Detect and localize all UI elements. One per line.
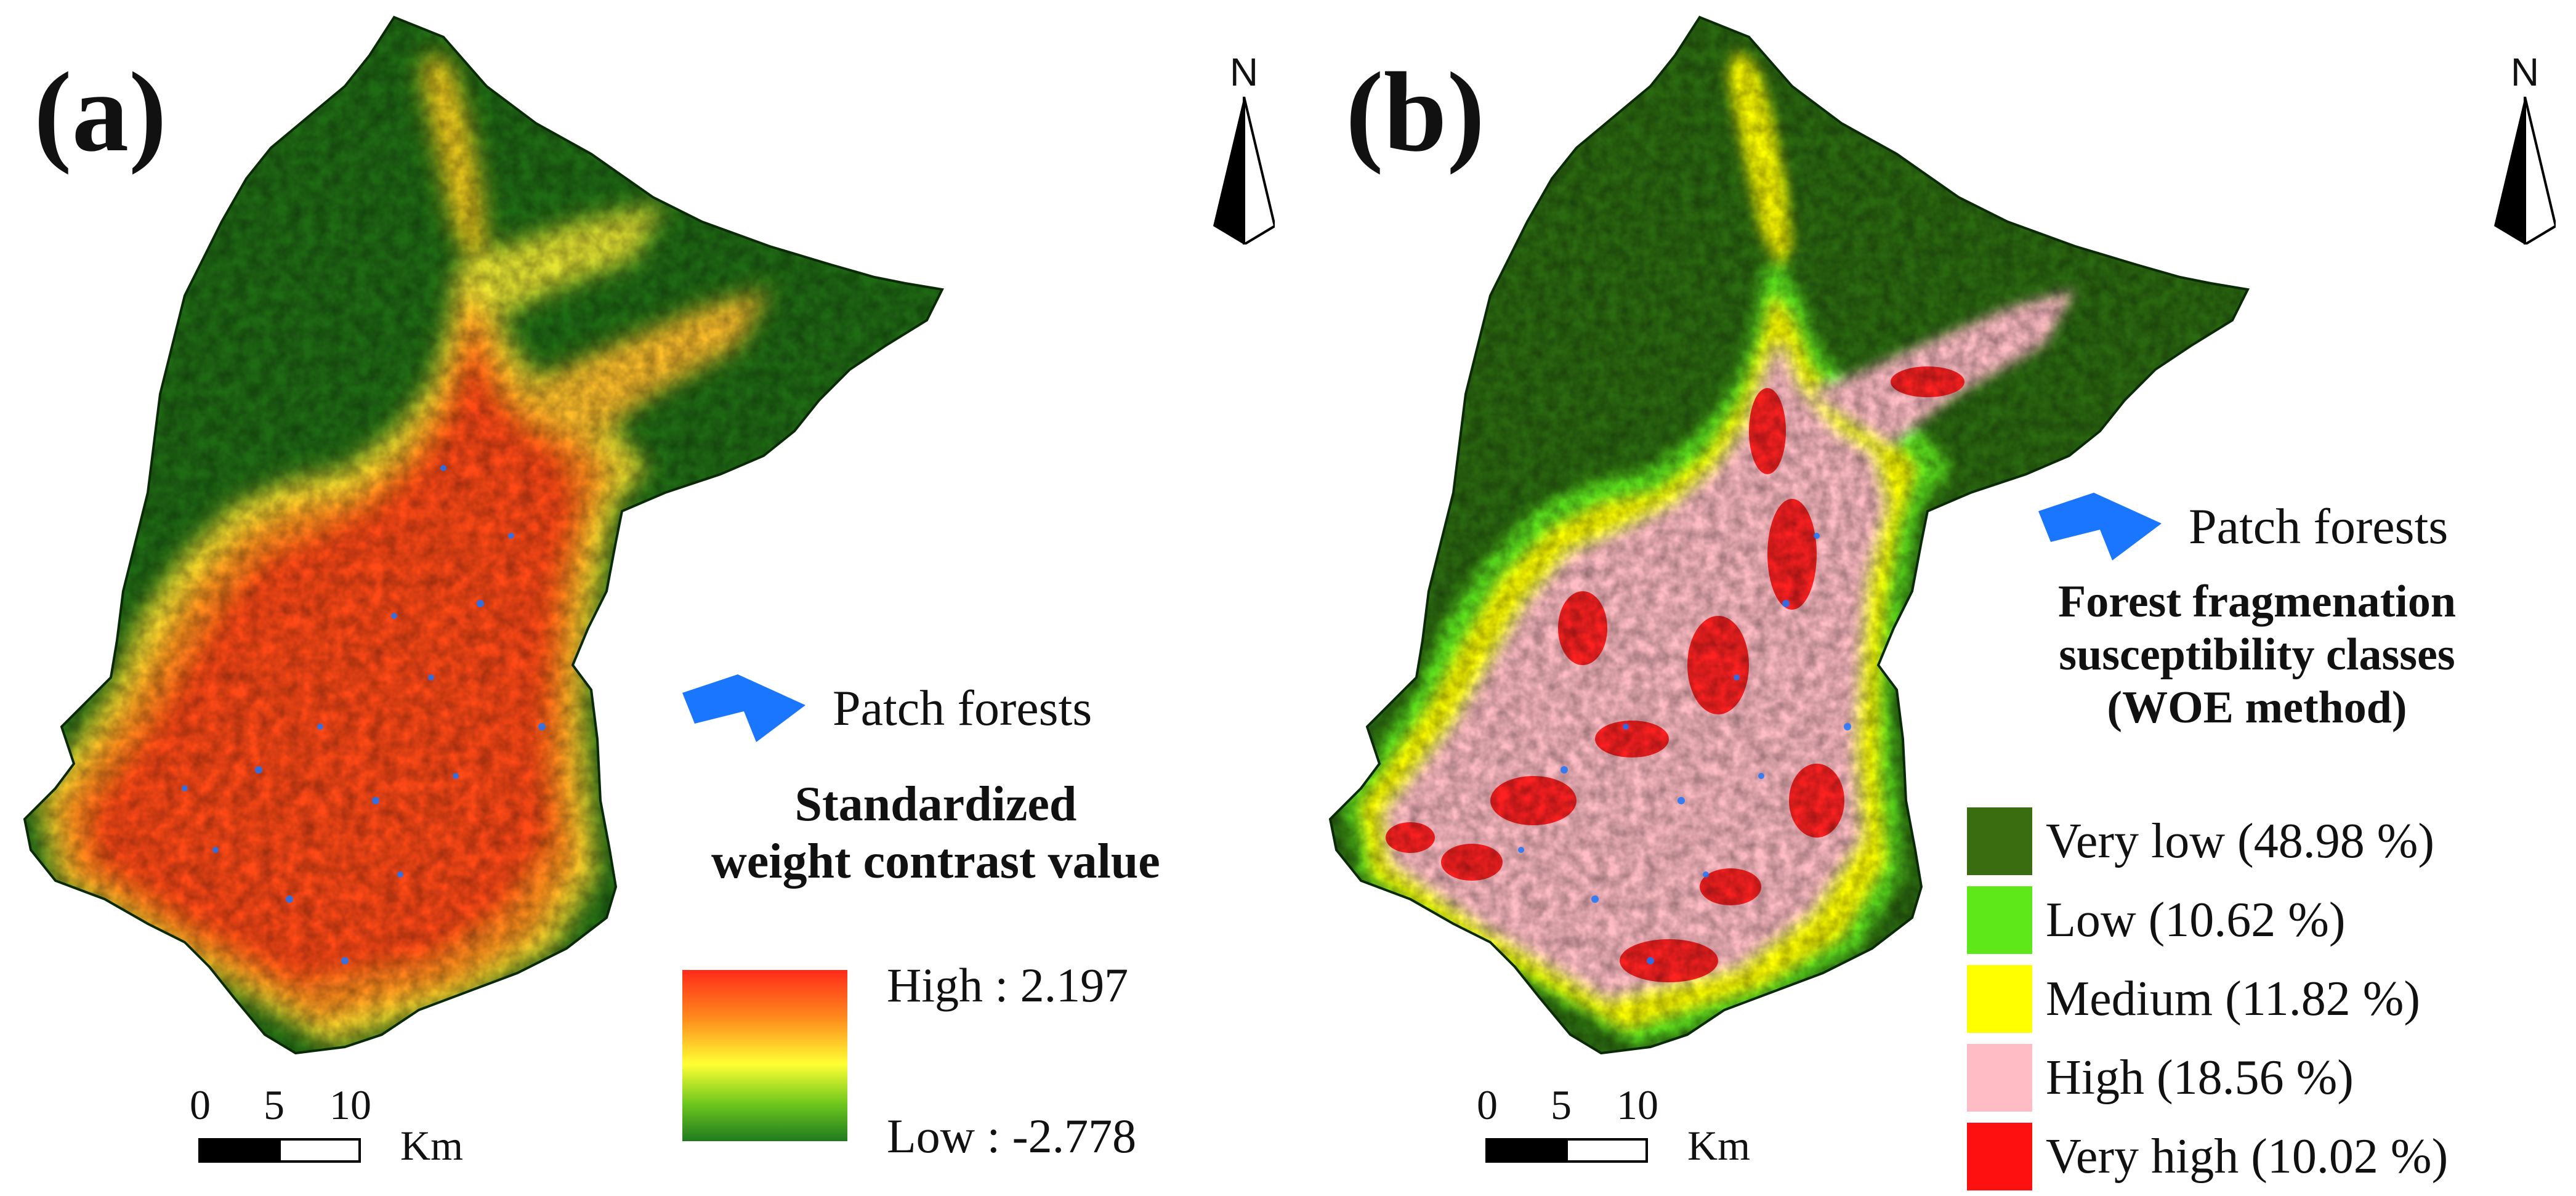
ramp-high-label: High : 2.197 (887, 958, 1129, 1012)
patch-forests-label: Patch forests (2189, 498, 2449, 554)
patch-forests-label: Patch forests (833, 680, 1092, 736)
susceptibility-class-map (1328, 15, 2250, 1055)
scale-tick-label: 5 (1551, 1081, 1572, 1128)
legend-row-low: Low (10.62 %) (1967, 881, 2448, 960)
scale-tick-label: 10 (329, 1081, 371, 1128)
scale-tick-label: 0 (190, 1081, 211, 1128)
legend-row-high: High (18.56 %) (1967, 1038, 2448, 1117)
north-label: N (2510, 50, 2540, 94)
patch-forests-legend: Patch forests (682, 674, 1092, 742)
legend-label: Medium (11.82 %) (2046, 971, 2421, 1026)
legend-title: Standardized weight contrast value (711, 776, 1160, 891)
patch-forests-swatch (2038, 493, 2162, 560)
legend-swatch (1967, 965, 2032, 1033)
legend-swatch (1967, 886, 2032, 954)
legend-title: Forest fragmenation susceptibility class… (1946, 576, 2568, 734)
legend-swatch (1967, 1044, 2032, 1112)
scale-tick-label: 0 (1477, 1081, 1498, 1128)
patch-forests-legend: Patch forests (2038, 493, 2448, 560)
weight-contrast-map (23, 15, 944, 1055)
scale-bar: 0 5 10 Km (190, 1081, 480, 1182)
legend-label: High (18.56 %) (2046, 1050, 2354, 1105)
scale-unit: Km (1687, 1122, 1750, 1169)
patch-forests-swatch (682, 674, 806, 742)
legend-title-line-1: Forest fragmenation (2058, 576, 2456, 627)
north-arrow: N (2482, 52, 2568, 249)
legend-title-line-1: Standardized (794, 777, 1077, 831)
panel-label: (a) (34, 49, 167, 176)
susceptibility-class-legend: Very low (48.98 %) Low (10.62 %) Medium … (1967, 802, 2448, 1196)
scale-bar: 0 5 10 Km (1477, 1081, 1767, 1182)
ramp-low-label: Low : -2.778 (887, 1109, 1137, 1163)
legend-title-line-2: weight contrast value (711, 834, 1160, 889)
scale-bar-graphic (198, 1138, 361, 1163)
legend-row-medium: Medium (11.82 %) (1967, 960, 2448, 1038)
north-arrow-icon (2494, 97, 2556, 244)
panel-b: (b) N Patch forests Forest fragmenation … (1287, 0, 2576, 1192)
legend-swatch (1967, 807, 2032, 875)
legend-row-very-low: Very low (48.98 %) (1967, 802, 2448, 881)
scale-tick-label: 5 (264, 1081, 285, 1128)
color-ramp (682, 970, 847, 1141)
scale-tick-label: 10 (1617, 1081, 1658, 1128)
scale-unit: Km (400, 1122, 463, 1169)
north-arrow: N (1201, 52, 1287, 249)
legend-label: Low (10.62 %) (2046, 892, 2346, 947)
legend-label: Very low (48.98 %) (2046, 814, 2434, 868)
north-label: N (1229, 50, 1259, 94)
panel-label: (b) (1346, 49, 1485, 176)
panel-a: (a) N Patch forests Standardized weight … (0, 0, 1287, 1192)
legend-title-line-3: (WOE method) (2107, 682, 2407, 733)
legend-label: Very high (10.02 %) (2046, 1129, 2449, 1184)
legend-row-very-high: Very high (10.02 %) (1967, 1117, 2448, 1196)
north-arrow-icon (1213, 97, 1275, 244)
scale-bar-graphic (1485, 1138, 1648, 1163)
legend-swatch (1967, 1123, 2032, 1190)
legend-title-line-2: susceptibility classes (2059, 629, 2455, 680)
